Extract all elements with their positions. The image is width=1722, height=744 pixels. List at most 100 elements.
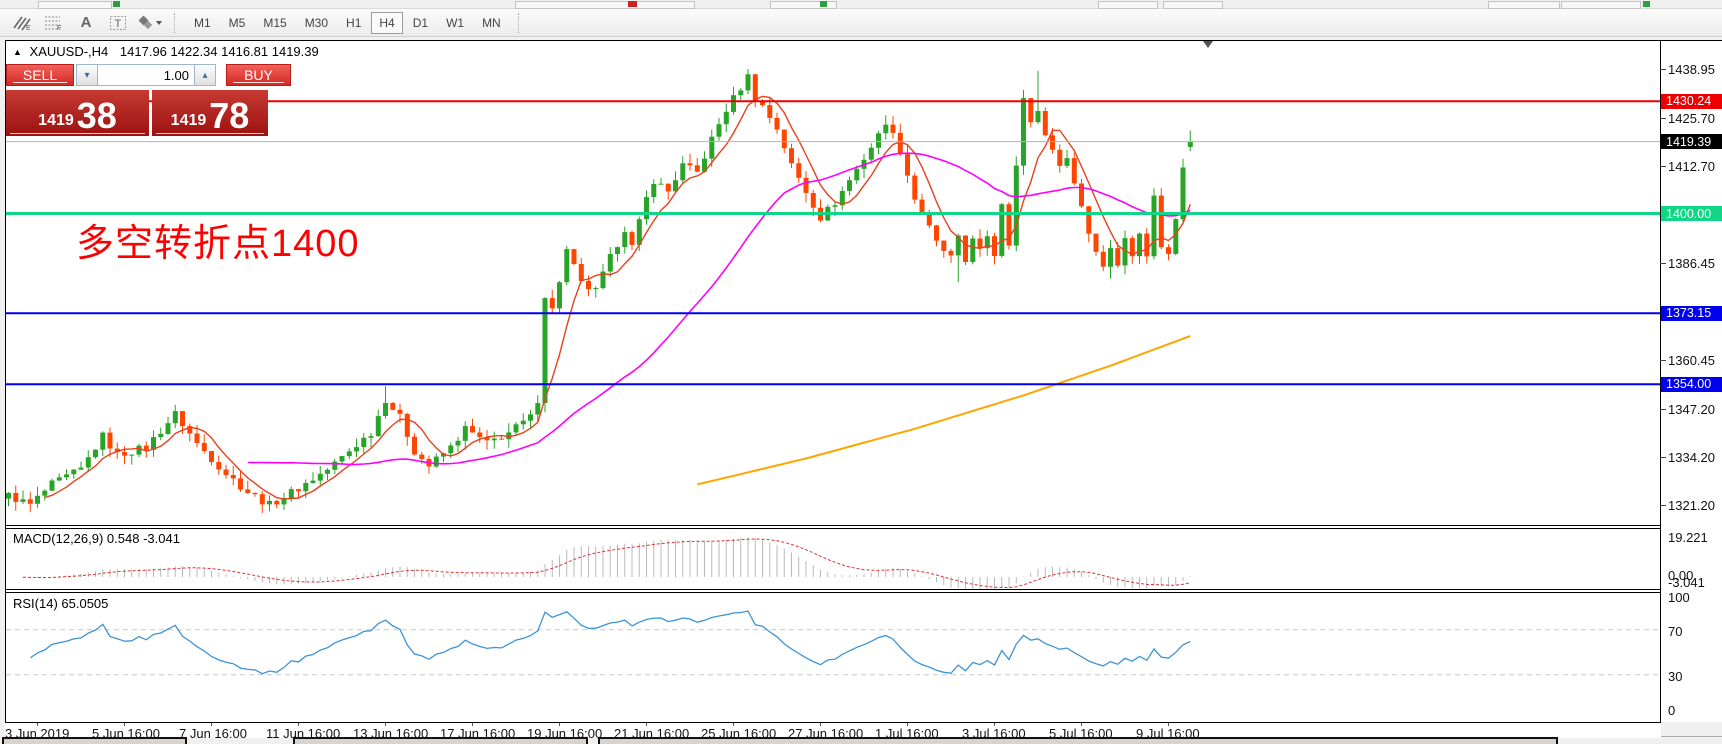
bull-candle [506, 432, 512, 440]
volume-decrease-button[interactable]: ▾ [76, 64, 98, 86]
bull-candle [310, 480, 316, 483]
bull-candle [651, 184, 657, 198]
text-box-icon[interactable]: T [103, 11, 133, 35]
price-tick-label: 1360.45 [1668, 352, 1715, 368]
fibonacci-icon[interactable]: F [39, 11, 69, 35]
rsi-canvas[interactable] [6, 593, 1660, 722]
timeframe-button-d1[interactable]: D1 [412, 15, 429, 30]
bull-candle [383, 403, 388, 416]
bull-candle [854, 168, 860, 181]
price-tick [1660, 457, 1666, 459]
timeframe-button-h4[interactable]: H4 [371, 11, 403, 34]
macd-histogram [22, 537, 1191, 589]
time-tick [820, 723, 821, 726]
time-tick [298, 723, 299, 726]
toolbar-fragment [1163, 1, 1223, 9]
sell-button[interactable]: SELL [6, 64, 74, 86]
bull-candle [1187, 141, 1193, 147]
bull-candle [984, 236, 990, 249]
chevron-down-icon: ▾ [84, 69, 90, 81]
bull-candle [644, 197, 649, 220]
timeframe-button-m1[interactable]: M1 [194, 15, 211, 30]
bear-candle [1166, 247, 1171, 254]
arrow-text-icon[interactable]: A [80, 14, 92, 31]
time-tick [1081, 723, 1082, 726]
bear-candle [549, 298, 555, 309]
volume-input[interactable] [98, 64, 194, 86]
price-tick-label: 1425.70 [1668, 110, 1715, 126]
timeframe-button-mn[interactable]: MN [482, 15, 501, 30]
bear-candle [1158, 195, 1164, 248]
one-click-trading-panel: SELL ▾ ▴ BUY 1419 38 1419 78 [6, 64, 291, 136]
bull-candle [448, 445, 454, 454]
panel-separator[interactable] [5, 525, 1661, 526]
bull-candle [615, 247, 620, 254]
timeframe-button-h1[interactable]: H1 [346, 15, 362, 30]
green-indicator-icon [113, 1, 120, 7]
price-tick [1660, 165, 1666, 167]
buy-button[interactable]: BUY [226, 64, 291, 86]
sell-button-label: SELL [22, 67, 58, 83]
rsi-scale-label: 0 [1668, 702, 1676, 718]
bull-candle [1064, 158, 1070, 166]
bull-candle [970, 238, 976, 262]
bear-candle [143, 445, 149, 450]
bear-candle [665, 183, 671, 192]
bull-candle [731, 95, 736, 112]
bull-candle [883, 124, 889, 134]
chart-border-left [5, 40, 6, 736]
bull-candle [281, 498, 287, 505]
bull-candle [361, 437, 367, 448]
bear-candle [803, 177, 809, 193]
rsi-header: RSI(14) 65.0505 [13, 596, 109, 611]
bull-candle [607, 254, 613, 272]
bull-candle [593, 288, 599, 290]
time-tick [472, 723, 473, 726]
time-axis-label: 7 Jun 16:00 [179, 726, 247, 741]
bull-candle [738, 90, 744, 96]
bull-candle [165, 423, 171, 434]
svg-text:T: T [115, 18, 122, 30]
volume-increase-button[interactable]: ▴ [194, 64, 216, 86]
bear-candle [963, 235, 968, 262]
timeframe-button-m15[interactable]: M15 [263, 15, 287, 30]
bull-candle [557, 282, 562, 309]
chart-canvas[interactable] [6, 41, 1660, 525]
chart-shift-marker-icon[interactable] [1203, 41, 1213, 48]
bull-candle [100, 432, 106, 450]
bull-candle [151, 437, 156, 450]
timeframe-button-m5[interactable]: M5 [228, 15, 246, 30]
sell-price-display[interactable]: 1419 38 [6, 90, 149, 136]
sell-price-base: 1419 [38, 112, 74, 129]
buy-price-pips: 78 [209, 94, 250, 136]
shapes-icon[interactable] [135, 11, 165, 35]
buy-price-display[interactable]: 1419 78 [152, 90, 268, 136]
macd-scale-label: -3.041 [1668, 575, 1705, 590]
bear-candle [412, 436, 417, 455]
time-axis[interactable]: 3 Jun 2019 5 Jun 16:00 7 Jun 16:00 11 Jun 1… [5, 722, 1661, 741]
timeframe-button-m30[interactable]: M30 [304, 15, 329, 30]
bull-candle [673, 180, 678, 192]
bear-candle [404, 413, 410, 437]
svg-text:E: E [26, 25, 31, 31]
bear-candle [1129, 238, 1135, 257]
bull-candle [42, 490, 48, 496]
bear-candle [259, 494, 265, 505]
macd-signal-line [22, 538, 1191, 589]
bull-candle [368, 436, 374, 438]
bull-candle [1173, 219, 1179, 254]
macd-canvas[interactable] [6, 529, 1660, 589]
timeframe-button-w1[interactable]: W1 [446, 15, 465, 30]
draw-channel-icon[interactable]: E [7, 11, 37, 35]
time-tick [646, 723, 647, 726]
bull-candle [172, 411, 178, 424]
bear-candle [578, 264, 584, 281]
panel-separator[interactable] [5, 589, 1661, 590]
bull-candle [317, 473, 323, 481]
price-tick [1660, 117, 1666, 119]
buy-button-label: BUY [244, 67, 273, 83]
bear-candle [187, 426, 193, 434]
bear-candle [1086, 206, 1092, 234]
symbol-name: XAUUSD-,H4 [29, 44, 109, 59]
bear-candle [767, 105, 773, 118]
